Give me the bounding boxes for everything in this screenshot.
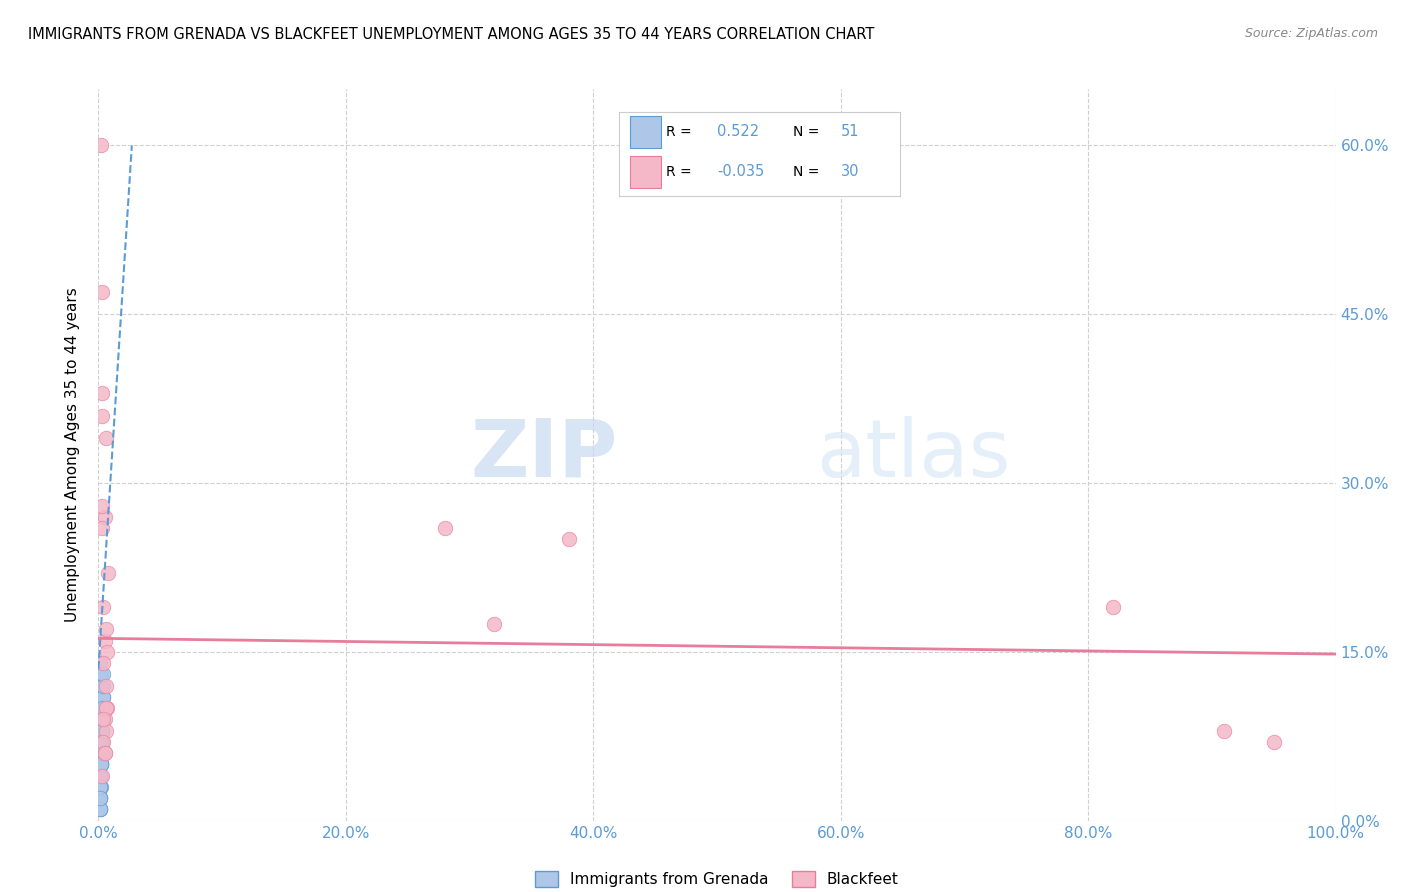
Point [89,723,111,738]
Point [1263,735,1285,749]
Point [91,712,114,726]
Bar [630,116,661,148]
Point [91,712,114,726]
Point [91,521,114,535]
Point [90,138,112,153]
Point [91,723,114,738]
Point [93,633,115,648]
Point [89,769,111,783]
Text: N =: N = [793,125,820,139]
Point [89,757,111,772]
Point [91,499,114,513]
Point [89,780,111,794]
Point [97,566,120,580]
Point [89,791,111,805]
Text: R =: R = [666,125,692,139]
Point [90,757,112,772]
Text: atlas: atlas [815,416,1011,494]
Text: -0.035: -0.035 [717,164,765,179]
Text: ZIP: ZIP [471,416,619,494]
Point [89,791,111,805]
Point [91,701,114,715]
Point [90,746,112,760]
Point [91,712,114,726]
Point [93,712,115,726]
Legend: Immigrants from Grenada, Blackfeet: Immigrants from Grenada, Blackfeet [529,865,905,892]
Point [557,533,579,547]
Point [89,769,111,783]
Text: Source: ZipAtlas.com: Source: ZipAtlas.com [1244,27,1378,40]
Point [89,780,111,794]
Bar [630,155,661,188]
Point [94,679,117,693]
Point [1102,599,1125,614]
Point [90,746,112,760]
Point [433,521,456,535]
Point [1213,723,1236,738]
Point [90,757,112,772]
Point [91,386,114,401]
Point [93,746,115,760]
Point [90,757,112,772]
Point [91,285,114,299]
Text: R =: R = [666,165,692,178]
Point [90,757,112,772]
Point [93,735,115,749]
Point [93,509,115,524]
Point [91,735,114,749]
Point [90,746,112,760]
Point [91,409,114,423]
Point [94,701,117,715]
Point [89,780,111,794]
Point [89,769,111,783]
Text: 51: 51 [841,124,859,139]
Point [91,769,114,783]
Point [93,679,115,693]
Point [93,656,115,670]
Point [91,712,114,726]
Point [89,791,111,805]
Point [91,723,114,738]
Point [94,623,117,637]
Point [91,723,114,738]
Point [89,791,111,805]
Point [90,757,112,772]
Point [90,735,112,749]
Point [93,690,115,704]
Point [90,746,112,760]
Point [93,667,115,681]
Point [90,735,112,749]
Y-axis label: Unemployment Among Ages 35 to 44 years: Unemployment Among Ages 35 to 44 years [65,287,80,623]
Point [91,701,114,715]
Point [90,735,112,749]
Point [90,769,112,783]
Text: 30: 30 [841,164,859,179]
Text: 0.522: 0.522 [717,124,759,139]
Point [91,723,114,738]
Point [90,780,112,794]
Point [89,802,111,816]
Point [89,791,111,805]
Point [89,802,111,816]
Point [94,723,117,738]
Point [96,645,118,659]
Text: N =: N = [793,165,820,178]
Point [93,599,115,614]
Point [89,656,111,670]
Point [93,712,115,726]
Text: IMMIGRANTS FROM GRENADA VS BLACKFEET UNEMPLOYMENT AMONG AGES 35 TO 44 YEARS CORR: IMMIGRANTS FROM GRENADA VS BLACKFEET UNE… [28,27,875,42]
Point [89,802,111,816]
Point [96,701,118,715]
Point [93,746,115,760]
Point [89,802,111,816]
Point [90,679,112,693]
Point [93,701,115,715]
Point [94,431,117,445]
Point [90,667,112,681]
Point [89,746,111,760]
Point [484,616,506,631]
Point [93,690,115,704]
